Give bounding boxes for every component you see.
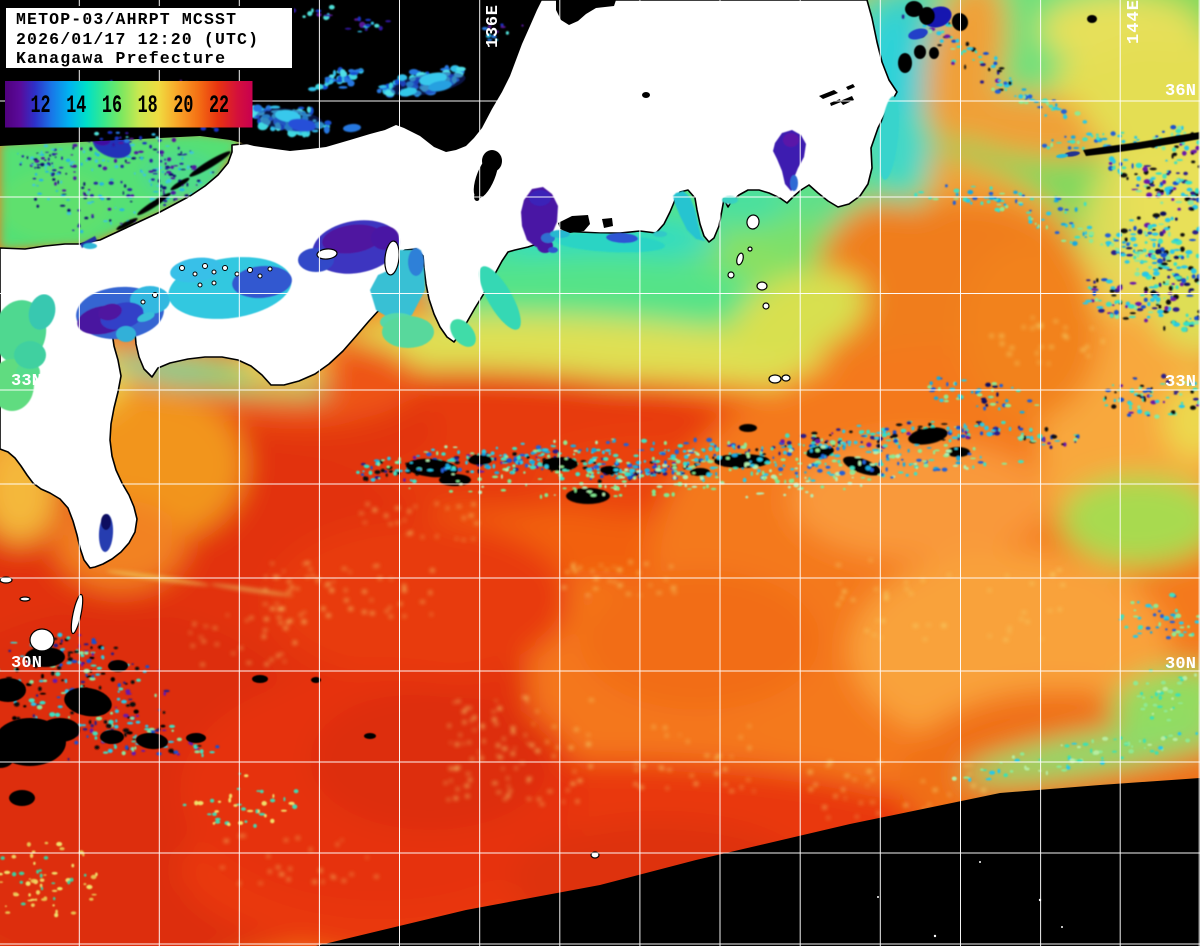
svg-text:22: 22 (209, 92, 229, 120)
svg-text:33N: 33N (11, 372, 42, 391)
svg-text:36N: 36N (1165, 82, 1196, 101)
svg-text:18: 18 (138, 92, 158, 120)
svg-text:144E: 144E (1125, 0, 1144, 44)
svg-text:14: 14 (66, 92, 86, 120)
svg-text:30N: 30N (11, 654, 42, 673)
svg-text:16: 16 (102, 92, 122, 120)
svg-text:136E: 136E (484, 5, 503, 48)
svg-text:30N: 30N (1165, 655, 1196, 674)
svg-text:12: 12 (31, 92, 51, 120)
svg-text:2026/01/17 12:20 (UTC): 2026/01/17 12:20 (UTC) (16, 30, 258, 49)
svg-text:33N: 33N (1165, 373, 1196, 392)
svg-text:METOP-03/AHRPT MCSST: METOP-03/AHRPT MCSST (16, 10, 236, 29)
svg-text:20: 20 (173, 92, 193, 120)
svg-text:Kanagawa Prefecture: Kanagawa Prefecture (16, 49, 225, 68)
